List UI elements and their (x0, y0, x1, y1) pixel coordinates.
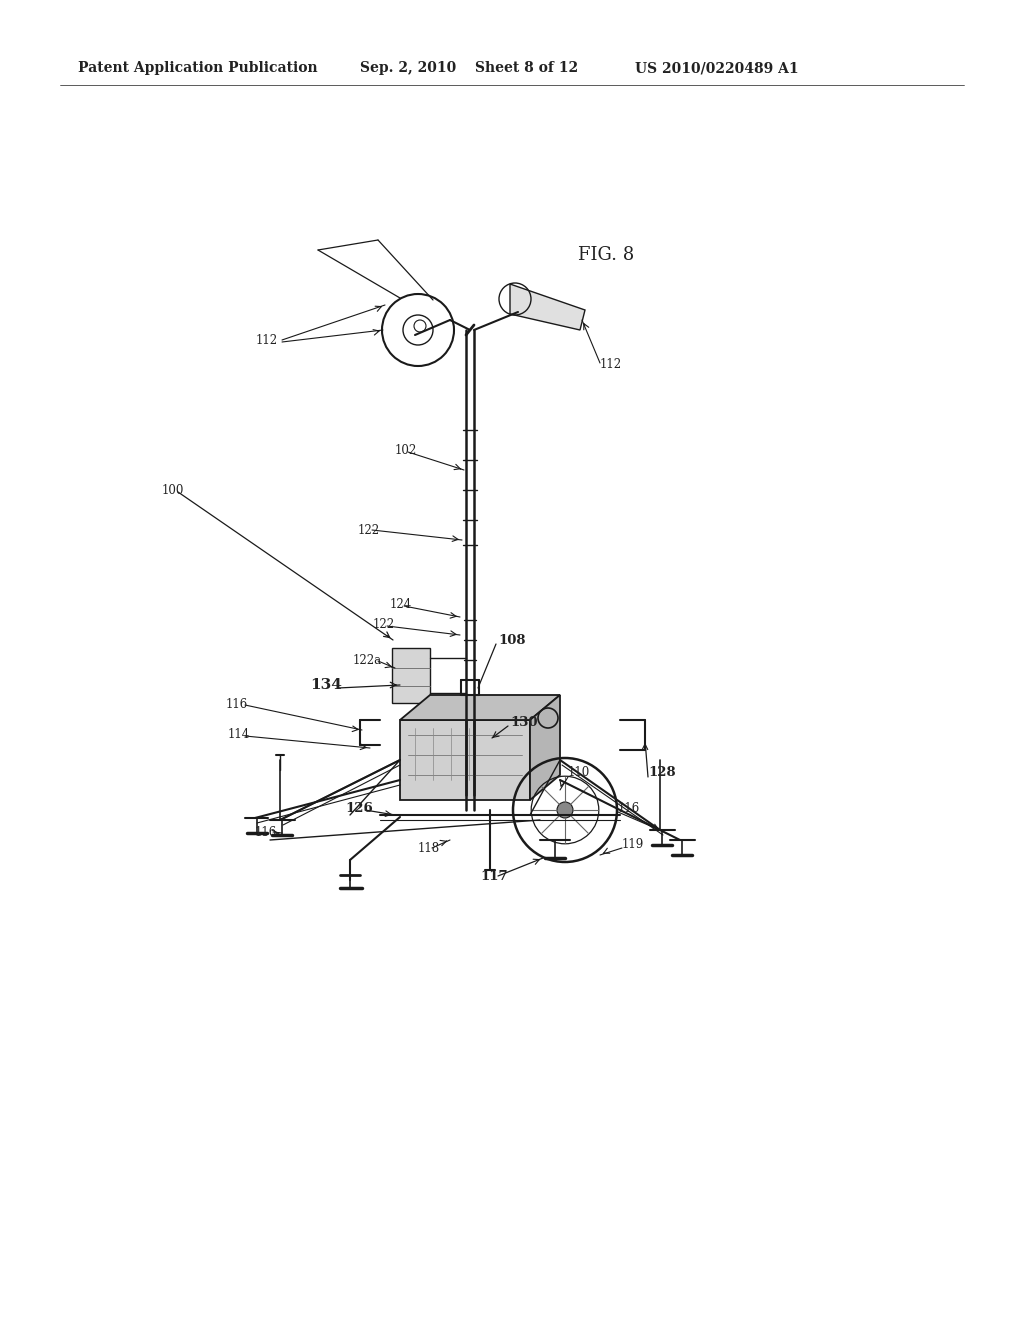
Text: 100: 100 (162, 483, 184, 496)
Polygon shape (400, 719, 530, 800)
FancyBboxPatch shape (392, 648, 430, 704)
Text: 112: 112 (600, 359, 623, 371)
Text: Sheet 8 of 12: Sheet 8 of 12 (475, 61, 579, 75)
Text: Sep. 2, 2010: Sep. 2, 2010 (360, 61, 457, 75)
Text: 116: 116 (618, 801, 640, 814)
Text: 122: 122 (358, 524, 380, 536)
Text: 122a: 122a (353, 653, 382, 667)
Text: 122: 122 (373, 619, 395, 631)
Text: 116: 116 (226, 698, 248, 711)
Text: 124: 124 (390, 598, 413, 611)
Text: 128: 128 (648, 767, 676, 780)
Text: 110: 110 (568, 767, 590, 780)
Polygon shape (510, 284, 585, 330)
Text: 126: 126 (345, 801, 373, 814)
Text: 117: 117 (480, 870, 508, 883)
Text: 112: 112 (256, 334, 278, 346)
Text: 116: 116 (255, 825, 278, 838)
Text: Patent Application Publication: Patent Application Publication (78, 61, 317, 75)
Text: 119: 119 (622, 838, 644, 851)
Text: 134: 134 (310, 678, 342, 692)
Text: 118: 118 (418, 842, 440, 854)
Polygon shape (400, 696, 560, 719)
Polygon shape (530, 696, 560, 800)
Text: 130: 130 (510, 715, 538, 729)
Text: 108: 108 (498, 634, 525, 647)
Text: 114: 114 (228, 729, 250, 742)
Text: US 2010/0220489 A1: US 2010/0220489 A1 (635, 61, 799, 75)
Circle shape (557, 803, 573, 818)
Text: FIG. 8: FIG. 8 (578, 246, 634, 264)
Text: 102: 102 (395, 444, 417, 457)
